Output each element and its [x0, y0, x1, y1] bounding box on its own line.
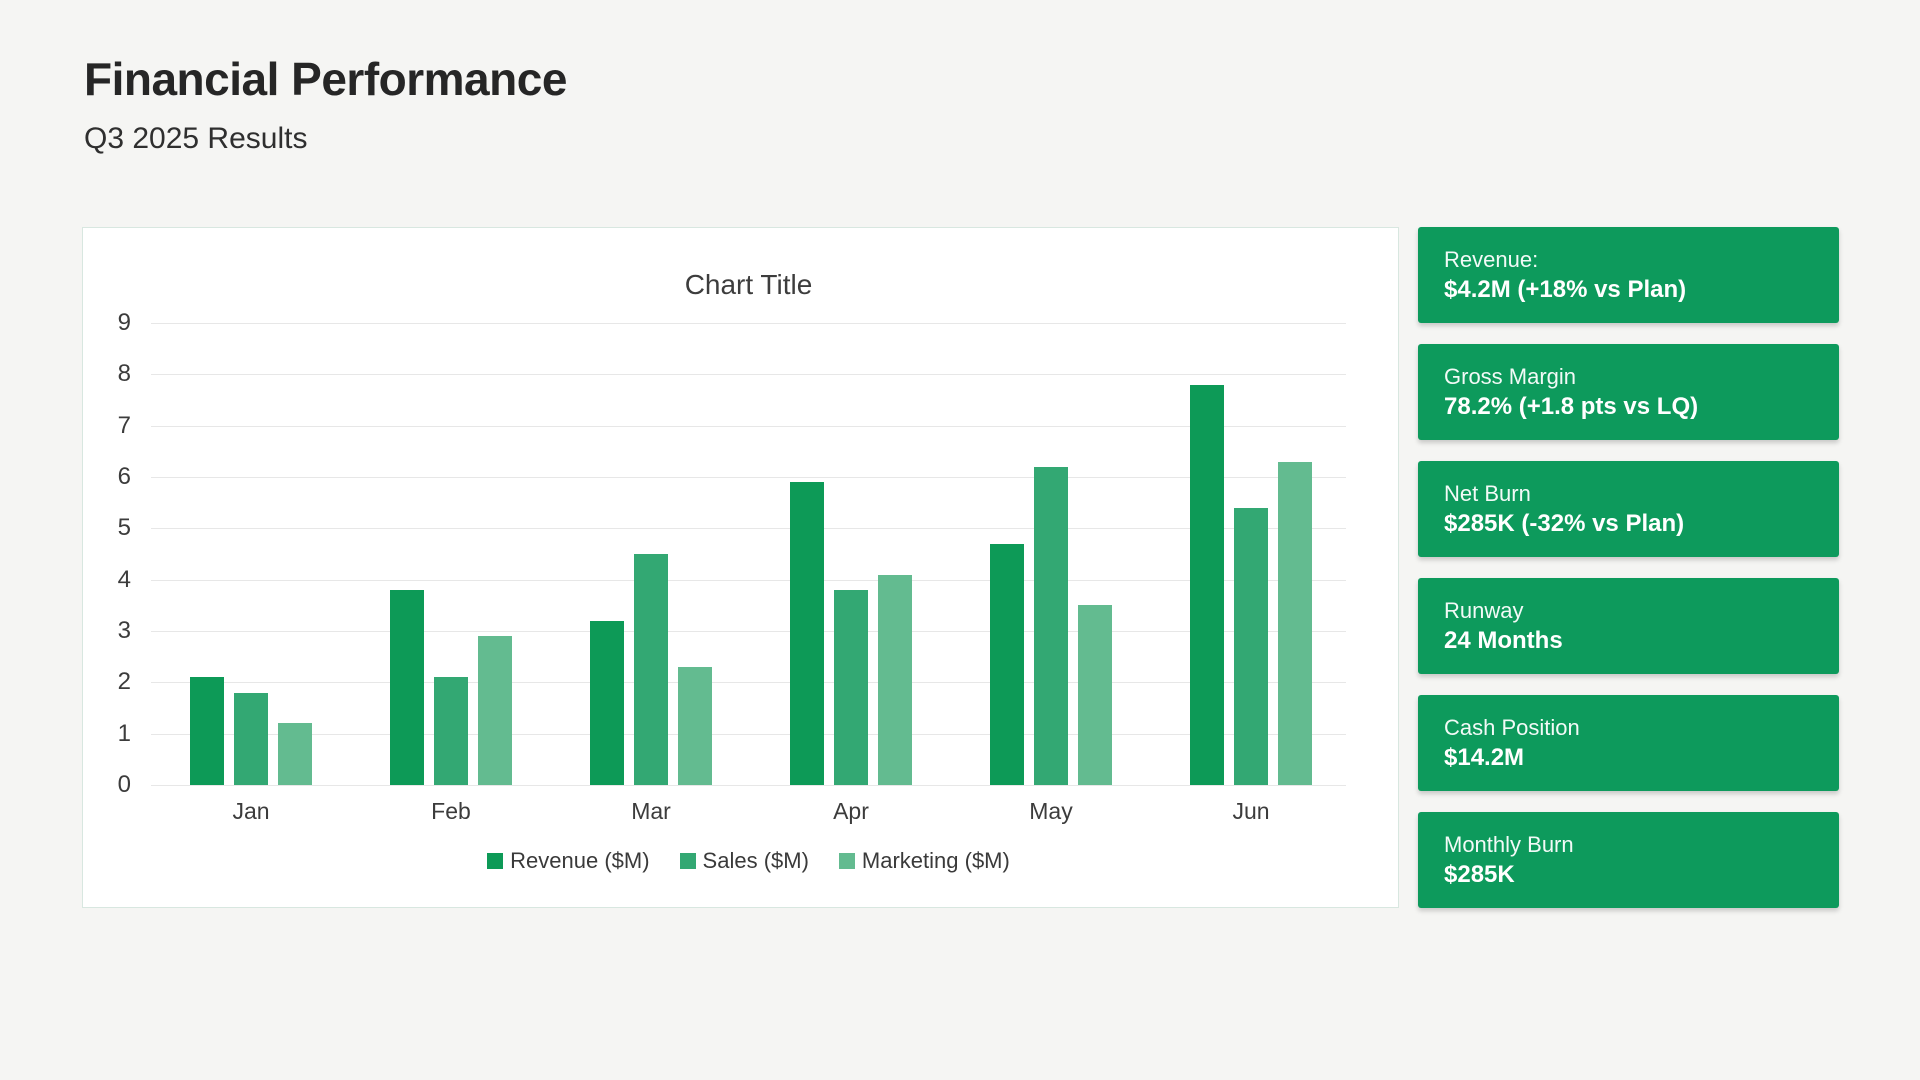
kpi-label: Gross Margin — [1444, 364, 1577, 389]
gridline — [151, 477, 1346, 478]
gridline — [151, 425, 1346, 427]
bar-marketing-mar — [678, 666, 712, 785]
kpi-value: $285K — [1444, 861, 1515, 888]
y-axis-tick-label: 2 — [117, 668, 131, 696]
bar-marketing-jan — [278, 723, 312, 785]
gridline — [151, 323, 1346, 324]
x-axis-tick-label: Jun — [1232, 798, 1270, 824]
y-axis-tick-label: 6 — [117, 463, 131, 490]
y-axis-tick-label: 4 — [117, 565, 131, 593]
bar-revenue-jan — [190, 677, 224, 785]
chart-title: Chart Title — [684, 269, 813, 300]
gridline — [151, 785, 1346, 786]
legend-item-marketing: Marketing ($M) — [838, 848, 1010, 874]
x-axis-tick-label: Feb — [431, 798, 471, 824]
legend-item-sales: Sales ($M) — [679, 848, 809, 874]
gridline — [151, 631, 1346, 632]
page-subtitle: Q3 2025 Results — [84, 122, 308, 155]
bar-revenue-may — [990, 543, 1024, 785]
kpi-card-revenue: Revenue: $4.2M (+18% vs Plan) — [1418, 227, 1839, 323]
y-axis-tick-label: 3 — [117, 617, 131, 644]
kpi-label: Revenue: — [1444, 247, 1539, 272]
y-axis-tick-label: 1 — [117, 719, 131, 747]
bar-revenue-apr — [790, 482, 824, 785]
legend-label: Sales ($M) — [702, 848, 809, 873]
kpi-card-runway: Runway 24 Months — [1418, 578, 1839, 674]
bar-marketing-apr — [878, 574, 912, 785]
legend-swatch-icon — [679, 853, 696, 869]
gridline — [151, 528, 1346, 530]
y-axis-tick-label: 5 — [117, 514, 131, 542]
bar-marketing-jun — [1278, 461, 1312, 785]
bar-sales-mar — [634, 554, 668, 785]
legend-swatch-icon — [838, 853, 855, 869]
kpi-value: 78.2% (+1.8 pts vs LQ) — [1444, 393, 1699, 420]
bar-chart-plot: 0 1 2 3 4 5 6 7 8 9 Jan Feb Mar Apr May Jun — [118, 309, 1346, 824]
kpi-label: Net Burn — [1444, 481, 1531, 506]
bar-sales-may — [1034, 466, 1068, 785]
bar-revenue-jun — [1190, 384, 1224, 785]
bar-revenue-feb — [390, 589, 424, 785]
kpi-card-monthly-burn: Monthly Burn $285K — [1418, 812, 1839, 908]
y-axis-tick-label: 0 — [117, 771, 131, 798]
kpi-value: $14.2M — [1444, 744, 1525, 771]
kpi-card-net-burn: Net Burn $285K (-32% vs Plan) — [1418, 461, 1839, 557]
bar-sales-feb — [434, 677, 468, 785]
y-axis-tick-label: 7 — [117, 411, 131, 439]
kpi-label: Cash Position — [1444, 715, 1580, 740]
kpi-sidebar: Revenue: $4.2M (+18% vs Plan) Gross Marg… — [1418, 227, 1839, 908]
kpi-value: 24 Months — [1444, 627, 1563, 654]
gridline — [151, 374, 1346, 376]
kpi-value: $285K (-32% vs Plan) — [1444, 510, 1685, 537]
kpi-card-gross-margin: Gross Margin 78.2% (+1.8 pts vs LQ) — [1418, 344, 1839, 440]
bar-revenue-mar — [590, 620, 624, 785]
legend-label: Revenue ($M) — [510, 848, 650, 873]
x-axis-tick-label: Mar — [631, 798, 671, 824]
x-axis-tick-label: Jan — [232, 798, 270, 824]
bar-sales-jun — [1234, 507, 1268, 785]
chart-legend: Revenue ($M) Sales ($M) Marketing ($M) — [151, 848, 1346, 874]
chart-panel: Chart Title 0 1 2 3 4 5 6 7 8 9 Jan Feb Mar Apr May Jun… — [82, 227, 1399, 908]
kpi-value: $4.2M (+18% vs Plan) — [1444, 276, 1687, 303]
legend-item-revenue: Revenue ($M) — [487, 848, 650, 874]
y-axis-tick-label: 9 — [117, 309, 131, 336]
legend-swatch-icon — [487, 853, 504, 869]
kpi-label: Runway — [1444, 598, 1524, 623]
gridline — [151, 682, 1346, 684]
kpi-label: Monthly Burn — [1444, 832, 1574, 857]
bar-marketing-may — [1078, 605, 1112, 785]
gridline — [151, 733, 1346, 735]
x-axis-tick-label: May — [1029, 798, 1073, 824]
bar-sales-apr — [834, 589, 868, 785]
gridline — [151, 579, 1346, 581]
page-title: Financial Performance — [84, 53, 567, 105]
bar-sales-jan — [234, 692, 268, 785]
legend-label: Marketing ($M) — [861, 848, 1010, 873]
bar-marketing-feb — [478, 636, 512, 785]
kpi-card-cash-position: Cash Position $14.2M — [1418, 695, 1839, 791]
y-axis-tick-label: 8 — [117, 360, 131, 388]
x-axis-tick-label: Apr — [833, 798, 869, 824]
